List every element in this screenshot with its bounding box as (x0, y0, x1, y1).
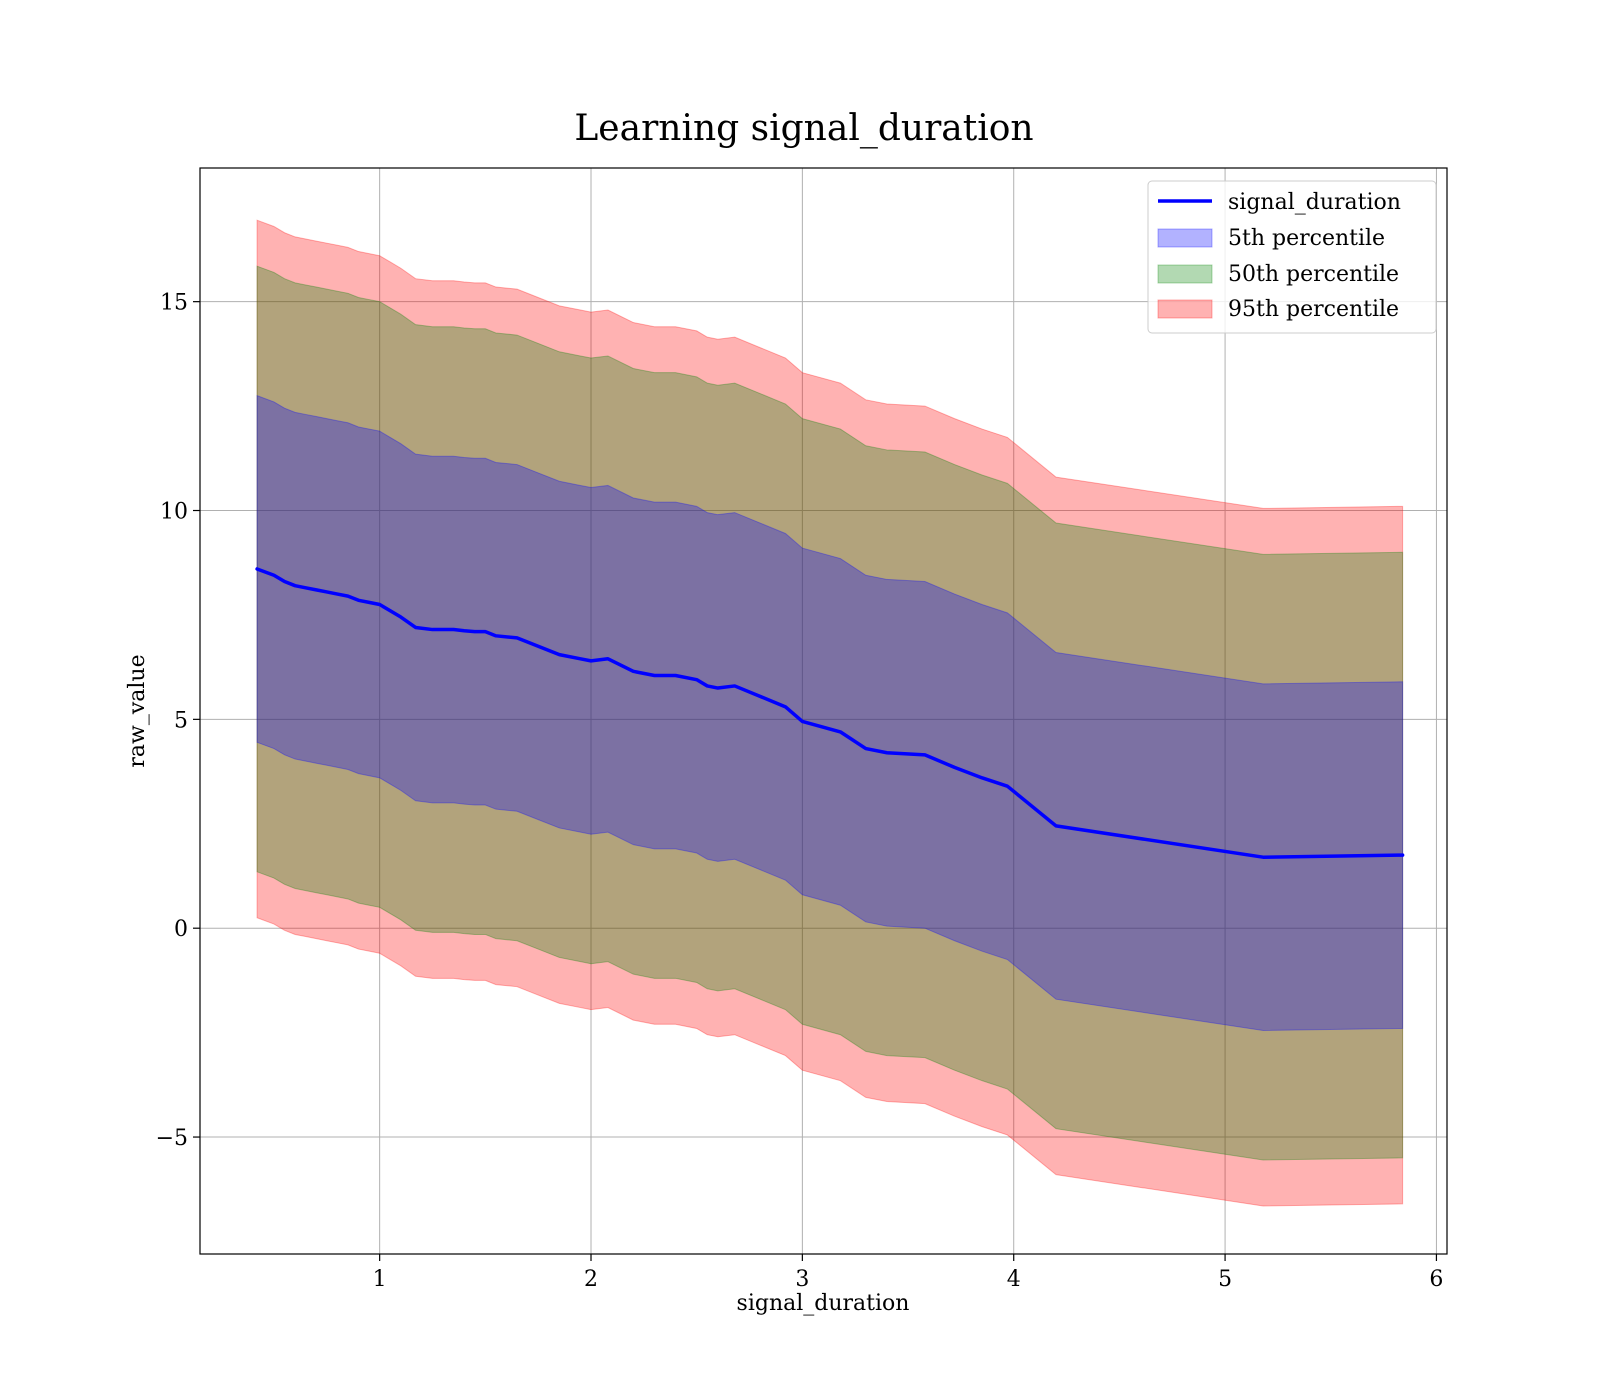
y-tick-label: 15 (160, 291, 188, 316)
y-tick-label: −5 (156, 1126, 188, 1151)
x-tick-label: 4 (1007, 1267, 1021, 1292)
x-axis-label: signal_duration (737, 1291, 910, 1316)
y-tick-label: 5 (174, 708, 188, 733)
y-axis-label: raw_value (125, 654, 150, 767)
legend-swatch-band-50 (1157, 264, 1213, 284)
y-tick-label: 0 (174, 917, 188, 942)
legend: signal_duration 5th percentile 50th perc… (1147, 180, 1437, 334)
legend-frame (1147, 180, 1437, 334)
x-tick-label: 2 (584, 1267, 598, 1292)
x-tick-label: 5 (1218, 1267, 1232, 1292)
legend-label-band-50: 50th percentile (1228, 262, 1399, 287)
series-lines (255, 567, 1405, 859)
grid-lines (200, 168, 1447, 1254)
percentile-bands (256, 219, 1404, 1207)
x-axis-ticks: 1 2 3 4 5 6 (373, 1254, 1443, 1292)
band-5th-percentile (256, 394, 1404, 1032)
x-tick-label: 3 (795, 1267, 809, 1292)
legend-label-band-95: 95th percentile (1228, 297, 1399, 322)
plot-frame (199, 167, 1448, 1255)
legend-swatch-band-5 (1157, 228, 1213, 248)
band-50th-percentile (256, 265, 1404, 1161)
legend-label-line: signal_duration (1228, 190, 1401, 215)
legend-swatch-band-95 (1157, 299, 1213, 319)
legend-label-band-5: 5th percentile (1228, 226, 1385, 251)
band-95th-percentile (256, 219, 1404, 1207)
x-tick-label: 6 (1429, 1267, 1443, 1292)
y-tick-label: 10 (160, 500, 188, 525)
y-axis-ticks: −5 0 5 10 15 (156, 291, 200, 1151)
x-tick-label: 1 (373, 1267, 387, 1292)
chart-title: Learning signal_duration (574, 108, 1033, 149)
series-line-signal-duration (255, 567, 1405, 859)
